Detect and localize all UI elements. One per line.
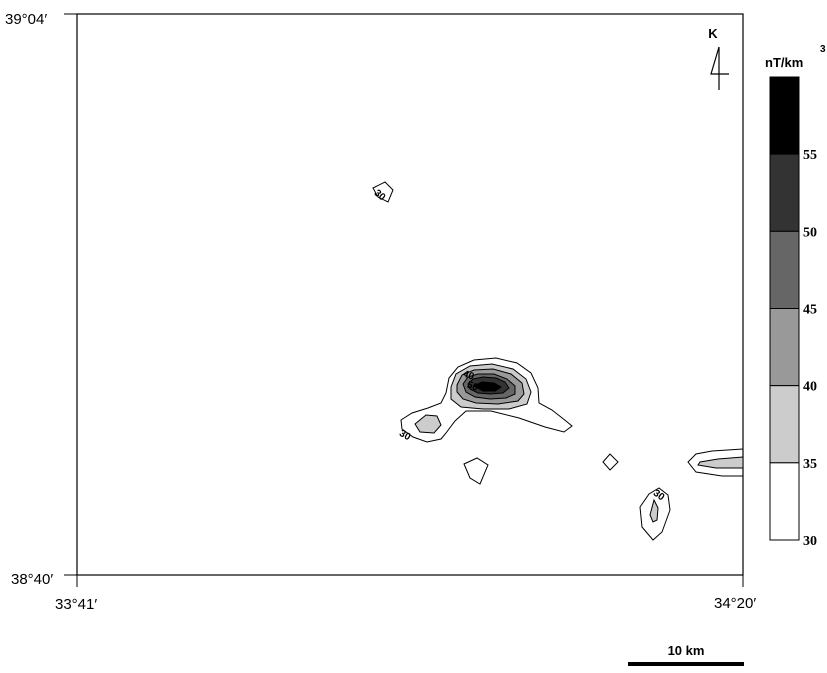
north-label: K bbox=[708, 26, 718, 41]
contour-lower-right-35 bbox=[649, 498, 659, 523]
legend-swatch bbox=[769, 153, 800, 232]
panel-number-four bbox=[710, 46, 729, 90]
scale-bar bbox=[628, 662, 744, 666]
legend-color-bar: 55 50 45 40 35 30 bbox=[769, 76, 817, 549]
contour-left-lobe-35 bbox=[414, 414, 442, 434]
corner-ticks bbox=[64, 13, 744, 587]
legend-unit-label: nT/km bbox=[765, 55, 803, 70]
legend-value-label: 40 bbox=[803, 380, 817, 395]
contour-label: 50 bbox=[465, 380, 480, 394]
legend-value-label: 50 bbox=[803, 225, 817, 240]
legend-swatch bbox=[769, 230, 800, 309]
contour-label: 40 bbox=[461, 369, 476, 383]
lon-left-label: 33°41′ bbox=[55, 596, 97, 613]
legend-swatch bbox=[769, 76, 800, 155]
legend-unit-superscript: 3 bbox=[820, 44, 826, 55]
legend-value-label: 45 bbox=[803, 303, 817, 318]
contour-label: 30 bbox=[397, 428, 413, 443]
contour-small-hexagon bbox=[463, 457, 489, 485]
scale-bar-label: 10 km bbox=[668, 643, 705, 658]
contour-lower-right-30 bbox=[639, 487, 671, 541]
lat-bottom-label: 38°40′ bbox=[11, 571, 53, 588]
contour-small-diamond bbox=[602, 453, 619, 471]
contours bbox=[372, 181, 744, 541]
legend-value-label: 30 bbox=[803, 534, 817, 549]
legend-swatch bbox=[769, 385, 800, 464]
legend: nT/km 3 55 50 45 40 35 30 bbox=[765, 44, 826, 549]
legend-value-label: 55 bbox=[803, 148, 817, 163]
lat-top-label: 39°04′ bbox=[5, 11, 47, 28]
contour-right-edge-35 bbox=[697, 456, 744, 469]
legend-swatch bbox=[769, 462, 800, 541]
contour-central-30 bbox=[400, 357, 573, 443]
contour-small-upper bbox=[372, 181, 394, 203]
lon-right-label: 34°20′ bbox=[714, 595, 756, 612]
contour-central-55 bbox=[472, 381, 502, 392]
map-frame bbox=[76, 13, 744, 576]
contour-right-edge-30 bbox=[687, 448, 744, 477]
legend-swatch bbox=[769, 308, 800, 387]
legend-value-label: 35 bbox=[803, 457, 817, 472]
